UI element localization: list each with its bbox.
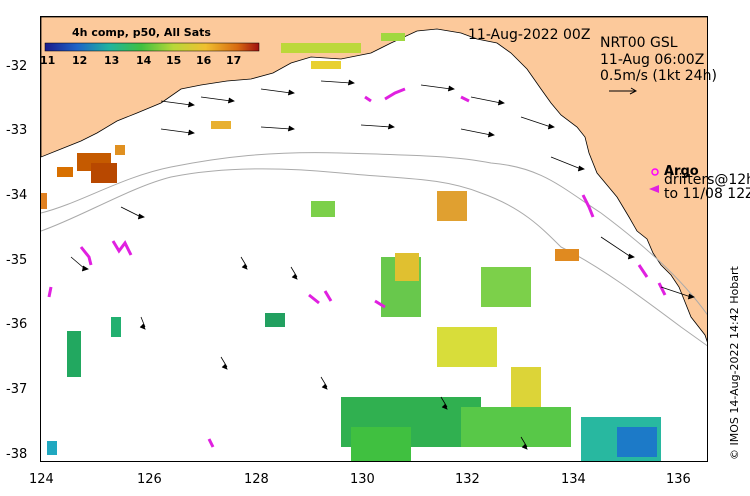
colorbar-strip [44, 42, 260, 52]
lat-label: -35 [6, 253, 28, 268]
imos-credit: © IMOS 14-Aug-2022 14:42 Hobart [728, 266, 741, 460]
current-vectors [70, 79, 695, 450]
colorbar-tick: 14 [136, 54, 152, 67]
contour-shelf [41, 152, 707, 316]
colorbar-title: 4h comp, p50, All Sats [72, 26, 211, 39]
lat-label: -32 [6, 59, 28, 74]
colorbar-tick: 15 [166, 54, 182, 67]
drifter-tracks [47, 87, 667, 448]
lat-label: -36 [6, 317, 28, 332]
lon-label: 124 [29, 472, 54, 487]
current-model-label: NRT00 GSL [600, 35, 678, 51]
lon-label: 136 [666, 472, 691, 487]
lon-label: 126 [137, 472, 162, 487]
sst-patches [41, 33, 661, 461]
colorbar-tick: 17 [226, 54, 242, 67]
drifter-legend-marker [649, 185, 659, 193]
map-panel [40, 16, 708, 462]
contour-slope [41, 168, 707, 347]
argo-marker [651, 168, 659, 176]
lat-label: -37 [6, 382, 28, 397]
lon-label: 128 [244, 472, 269, 487]
map-date-label: 11-Aug-2022 00Z [468, 27, 591, 43]
colorbar-tick: 16 [196, 54, 212, 67]
lon-label: 130 [350, 472, 375, 487]
drifters-date-label: to 11/08 12Z [664, 186, 750, 202]
lat-label: -38 [6, 447, 28, 462]
argo-label: Argo [664, 164, 699, 179]
lon-label: 134 [561, 472, 586, 487]
drifters-label: drifters@12h [664, 172, 750, 188]
map-canvas [41, 17, 707, 461]
scale-arrow [609, 87, 638, 95]
lon-label: 132 [455, 472, 480, 487]
colorbar-tick: 12 [72, 54, 88, 67]
current-time-label: 11-Aug 06:00Z [600, 52, 705, 68]
lat-label: -34 [6, 188, 28, 203]
colorbar-tick: 11 [40, 54, 56, 67]
current-scale-label: 0.5m/s (1kt 24h) [600, 68, 717, 84]
colorbar-tick: 13 [104, 54, 120, 67]
lat-label: -33 [6, 123, 28, 138]
